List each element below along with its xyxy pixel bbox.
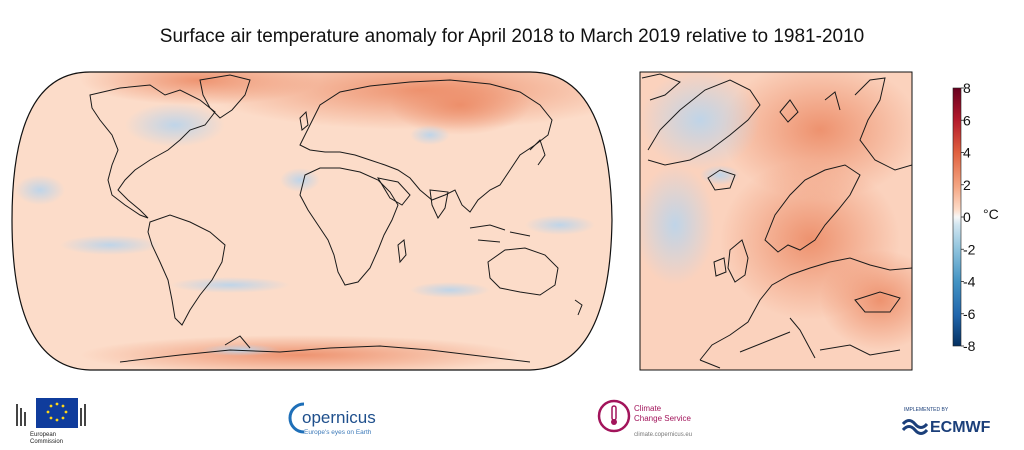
global-anomaly-map: [11, 71, 613, 371]
copernicus-name: opernicus: [302, 408, 376, 427]
thermometer-icon: [611, 405, 617, 421]
c3s-text-line2: Change Service: [634, 414, 691, 423]
europe-anomaly-map: [639, 71, 913, 371]
colorbar-tick-label: -2: [963, 241, 976, 257]
colorbar-unit: °C: [983, 206, 999, 222]
c3s-logo: Climate Change Service climate.copernicu…: [596, 396, 726, 442]
colorbar-tick-label: 4: [963, 145, 971, 161]
ecmwf-wave-icon: [901, 419, 929, 435]
ecmwf-logo: IMPLEMENTED BY ECMWF: [900, 404, 1016, 440]
colorbar-tick-label: 2: [963, 177, 971, 193]
colorbar-tick-label: 8: [963, 80, 971, 96]
colorbar-tick-label: -6: [963, 306, 976, 322]
c3s-circle-icon: [597, 399, 631, 433]
colorbar-tick-label: -8: [963, 338, 976, 354]
ecmwf-name: ECMWF: [930, 419, 991, 436]
copernicus-logo: opernicus Europe's eyes on Earth: [288, 398, 398, 438]
european-commission-logo: European Commission: [14, 396, 94, 446]
colorbar-tick-label: 6: [963, 112, 971, 128]
c3s-text-line1: Climate: [634, 404, 662, 413]
colorbar-tick-label: 0: [963, 209, 971, 225]
copernicus-tagline: Europe's eyes on Earth: [304, 429, 372, 436]
ec-text-line2: Commission: [30, 439, 63, 445]
ec-text-line1: European: [30, 432, 56, 438]
ec-flag-icon: European Commission: [16, 398, 86, 445]
ecmwf-implemented-by: IMPLEMENTED BY: [904, 407, 949, 413]
colorbar-tick-label: -4: [963, 274, 976, 290]
copernicus-c-icon: [288, 402, 305, 434]
c3s-url: climate.copernicus.eu: [634, 432, 692, 438]
colorbar: 8 6 4 2 0 -2 -4 -6 -8 °C: [952, 80, 999, 354]
map-title: Surface air temperature anomaly for Apri…: [159, 26, 865, 47]
